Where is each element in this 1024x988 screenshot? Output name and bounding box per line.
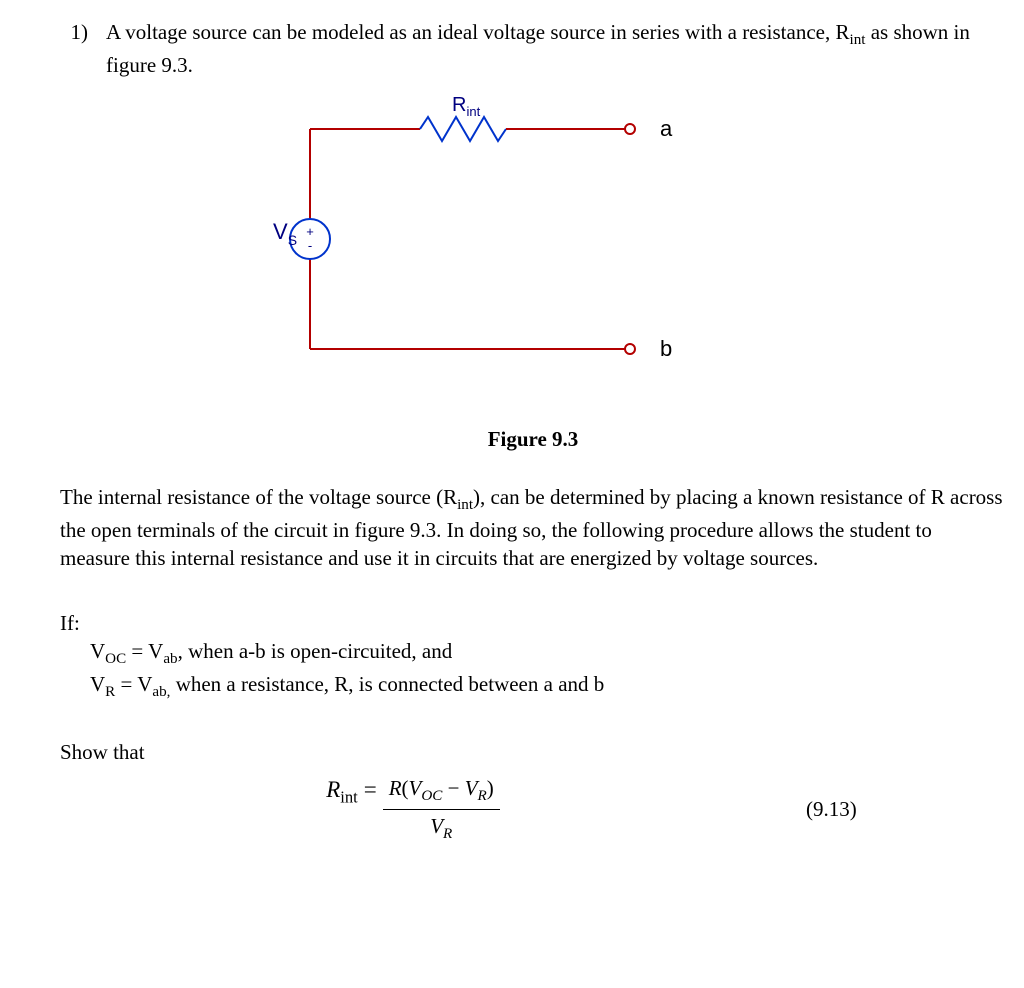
- para-a: The internal resistance of the voltage s…: [60, 485, 457, 509]
- eq-num-V1-sub: OC: [421, 789, 442, 805]
- label-a: a: [660, 116, 673, 141]
- eq-num-minus: −: [442, 776, 464, 800]
- question-text: A voltage source can be modeled as an id…: [106, 18, 1006, 79]
- vs-label: VS: [273, 219, 297, 248]
- vab-sub2: ab,: [152, 684, 170, 700]
- vr-v: V: [90, 672, 105, 696]
- vr-sub: R: [105, 684, 115, 700]
- eq-num-V2-sub: R: [478, 789, 487, 805]
- eq-lhs-sub: int: [340, 788, 357, 807]
- show-that: Show that: [60, 738, 1006, 766]
- eq-den-V: V: [430, 814, 443, 838]
- voc-eq: = V: [126, 639, 163, 663]
- eq-equals: =: [358, 774, 383, 844]
- paragraph-main: The internal resistance of the voltage s…: [60, 483, 1006, 572]
- circuit-svg: + - VS Rint a b: [60, 89, 960, 389]
- voc-sub: OC: [105, 651, 126, 667]
- label-b: b: [660, 336, 672, 361]
- equation-number: (9.13): [766, 795, 1006, 823]
- terminal-b: [625, 344, 635, 354]
- q-text-a: A voltage source can be modeled as an id…: [106, 20, 850, 44]
- eq-num-V1: V: [409, 776, 422, 800]
- vr-rest: when a resistance, R, is connected betwe…: [170, 672, 604, 696]
- eq-lhs-R: R: [326, 777, 340, 802]
- eq-num-V2: V: [465, 776, 478, 800]
- figure-caption: Figure 9.3: [60, 425, 1006, 453]
- vr-eq: = V: [115, 672, 152, 696]
- if-label: If:: [60, 609, 1006, 637]
- eq-den-V-sub: R: [443, 826, 452, 842]
- equation-913: Rint = R(VOC − VR) VR: [60, 774, 766, 844]
- voc-v: V: [90, 639, 105, 663]
- source-minus: -: [308, 238, 312, 253]
- if-line-2: VR = Vab, when a resistance, R, is conne…: [60, 670, 1006, 703]
- figure-93: + - VS Rint a b: [60, 89, 1006, 419]
- equation-row: Rint = R(VOC − VR) VR (9.13): [60, 774, 1006, 844]
- eq-num-close: ): [487, 776, 494, 800]
- q-text-sub: int: [850, 32, 866, 48]
- rint-label: Rint: [452, 94, 481, 119]
- eq-num-open: (: [402, 776, 409, 800]
- resistor-rint: [420, 117, 506, 141]
- terminal-a: [625, 124, 635, 134]
- source-plus: +: [306, 224, 314, 239]
- voc-rest: , when a-b is open-circuited, and: [178, 639, 453, 663]
- question-number: 1): [60, 18, 88, 79]
- if-line-1: VOC = Vab, when a-b is open-circuited, a…: [60, 637, 1006, 670]
- if-block: If: VOC = Vab, when a-b is open-circuite…: [60, 609, 1006, 703]
- eq-fraction: R(VOC − VR) VR: [383, 774, 500, 844]
- vab-sub1: ab: [163, 651, 177, 667]
- para-sub: int: [457, 497, 473, 513]
- eq-num-R: R: [389, 776, 402, 800]
- question-block: 1) A voltage source can be modeled as an…: [60, 18, 1006, 79]
